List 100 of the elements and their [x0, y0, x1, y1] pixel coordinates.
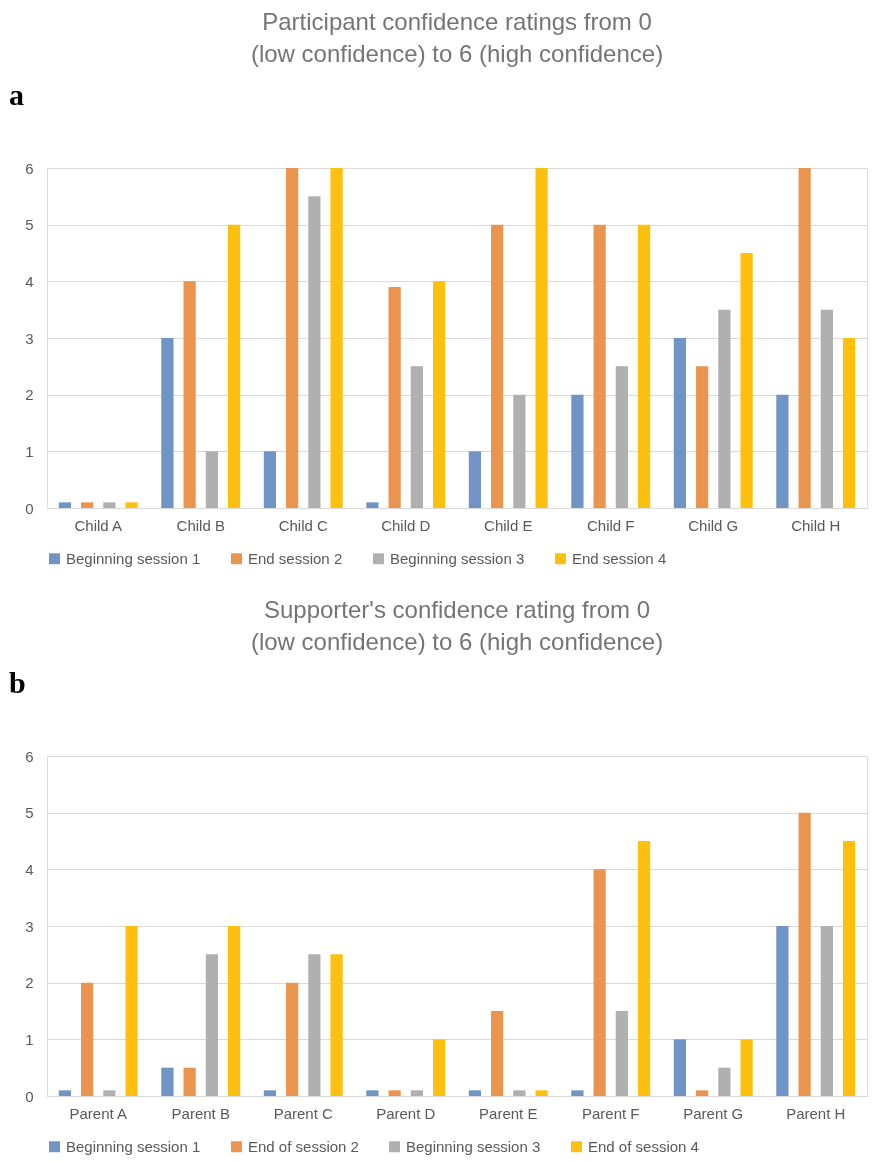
- bar: [103, 502, 116, 508]
- bar: [227, 926, 241, 1096]
- bar: [593, 869, 606, 1096]
- bar: [571, 394, 584, 508]
- legend-label: End of session 4: [588, 1137, 699, 1155]
- chart-title: Participant confidence ratings from 0 (low confidence) to 6 (high confidence): [250, 8, 664, 67]
- legend-label: End session 4: [572, 549, 667, 567]
- y-tick-label: 3: [25, 329, 34, 347]
- y-tick-label: 3: [25, 917, 34, 935]
- bar: [432, 281, 446, 508]
- bar: [673, 1039, 687, 1096]
- x-tick-label: Child B: [176, 516, 225, 534]
- bar: [696, 1090, 709, 1096]
- bar: [388, 287, 401, 508]
- bar: [798, 812, 811, 1096]
- x-tick-label: Parent G: [683, 1104, 744, 1122]
- bar: [103, 1090, 116, 1096]
- bar: [513, 394, 526, 508]
- x-tick-label: Parent F: [581, 1104, 640, 1122]
- bar: [286, 982, 299, 1096]
- bar: [491, 1011, 504, 1096]
- x-tick-label: Child A: [74, 516, 123, 534]
- legend-label: Beginning session 1: [66, 549, 201, 567]
- bar: [286, 168, 299, 508]
- y-tick-label: 2: [25, 974, 34, 992]
- bar: [125, 926, 138, 1096]
- y-tick-label: 0: [25, 499, 34, 517]
- bar: [468, 1090, 482, 1096]
- bar: [842, 841, 856, 1096]
- bar: [513, 1090, 526, 1096]
- legend-label: End of session 2: [248, 1137, 359, 1155]
- bar: [842, 338, 856, 508]
- x-tick-label: Parent H: [786, 1104, 846, 1122]
- bar: [81, 982, 94, 1096]
- bar: [776, 394, 789, 508]
- legend-label: Beginning session 1: [66, 1137, 201, 1155]
- bar: [535, 1090, 548, 1096]
- bar: [205, 451, 218, 508]
- bar: [366, 502, 379, 508]
- bar: [330, 954, 343, 1096]
- bar: [820, 926, 833, 1096]
- bar: [410, 366, 423, 508]
- y-tick-label: 4: [25, 272, 34, 290]
- bar: [468, 451, 482, 508]
- bar: [593, 224, 606, 508]
- bar: [571, 1090, 584, 1096]
- text: a: [9, 78, 24, 111]
- x-tick-label: Parent E: [479, 1104, 538, 1122]
- bar: [798, 168, 811, 508]
- y-tick-label: 6: [25, 159, 34, 177]
- bar: [740, 1039, 753, 1096]
- bar: [615, 366, 628, 508]
- x-tick-label: Child F: [586, 516, 635, 534]
- bar: [366, 1090, 379, 1096]
- legend-label: End session 2: [248, 549, 343, 567]
- bar: [263, 451, 277, 508]
- bar: [820, 309, 833, 508]
- bar: [740, 253, 753, 508]
- bar: [637, 841, 651, 1096]
- x-tick-label: Parent A: [69, 1104, 128, 1122]
- y-tick-label: 5: [25, 804, 34, 822]
- y-tick-label: 4: [25, 860, 34, 878]
- y-tick-label: 1: [25, 442, 34, 460]
- bar: [718, 1067, 731, 1096]
- x-tick-label: Child E: [484, 516, 533, 534]
- x-tick-label: Child H: [791, 516, 841, 534]
- y-tick-label: 6: [25, 747, 34, 765]
- x-tick-label: Parent B: [171, 1104, 230, 1122]
- y-tick-label: 1: [25, 1030, 34, 1048]
- y-tick-label: 2: [25, 386, 34, 404]
- x-tick-label: Child C: [278, 516, 329, 534]
- bar: [637, 224, 651, 508]
- bar: [161, 338, 174, 508]
- bar: [432, 1039, 446, 1096]
- bar: [205, 954, 218, 1096]
- legend-label: Beginning session 3: [406, 1137, 541, 1155]
- bar: [58, 1090, 72, 1096]
- bar: [81, 502, 94, 508]
- bar: [410, 1090, 423, 1096]
- bar: [58, 502, 72, 508]
- bar: [227, 224, 241, 508]
- bar: [125, 502, 138, 508]
- bar: [161, 1067, 174, 1096]
- bar: [308, 954, 321, 1096]
- x-tick-label: Child G: [688, 516, 739, 534]
- x-tick-label: Parent D: [376, 1104, 436, 1122]
- x-tick-label: Child D: [381, 516, 431, 534]
- bar: [183, 1067, 196, 1096]
- y-tick-label: 0: [25, 1087, 34, 1105]
- x-tick-label: Parent C: [273, 1104, 334, 1122]
- bar: [491, 224, 504, 508]
- bar: [776, 926, 789, 1096]
- legend-label: Beginning session 3: [390, 549, 525, 567]
- bar: [718, 309, 731, 508]
- bar: [673, 338, 687, 508]
- text: b: [9, 666, 26, 699]
- bar: [615, 1011, 628, 1096]
- bar: [696, 366, 709, 508]
- bar: [535, 168, 548, 508]
- bar: [308, 196, 321, 508]
